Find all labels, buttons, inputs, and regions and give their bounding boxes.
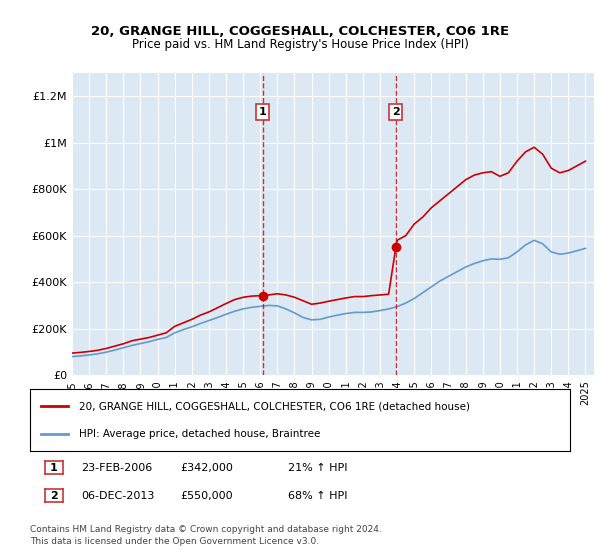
Text: 1: 1 (259, 107, 267, 117)
Text: This data is licensed under the Open Government Licence v3.0.: This data is licensed under the Open Gov… (30, 537, 319, 546)
Text: Contains HM Land Registry data © Crown copyright and database right 2024.: Contains HM Land Registry data © Crown c… (30, 525, 382, 534)
Text: HPI: Average price, detached house, Braintree: HPI: Average price, detached house, Brai… (79, 428, 320, 438)
Text: 2: 2 (50, 491, 58, 501)
Text: 21% ↑ HPI: 21% ↑ HPI (288, 463, 347, 473)
Text: 20, GRANGE HILL, COGGESHALL, COLCHESTER, CO6 1RE (detached house): 20, GRANGE HILL, COGGESHALL, COLCHESTER,… (79, 402, 470, 412)
Text: 20, GRANGE HILL, COGGESHALL, COLCHESTER, CO6 1RE: 20, GRANGE HILL, COGGESHALL, COLCHESTER,… (91, 25, 509, 38)
Text: £550,000: £550,000 (180, 491, 233, 501)
Text: 23-FEB-2006: 23-FEB-2006 (81, 463, 152, 473)
Text: Price paid vs. HM Land Registry's House Price Index (HPI): Price paid vs. HM Land Registry's House … (131, 38, 469, 51)
Text: 06-DEC-2013: 06-DEC-2013 (81, 491, 154, 501)
Text: 68% ↑ HPI: 68% ↑ HPI (288, 491, 347, 501)
Text: 2: 2 (392, 107, 400, 117)
Text: 1: 1 (50, 463, 58, 473)
Text: £342,000: £342,000 (180, 463, 233, 473)
